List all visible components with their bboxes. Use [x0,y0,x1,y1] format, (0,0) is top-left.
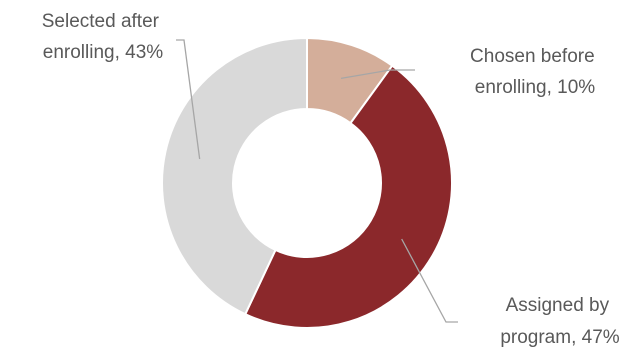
slices-group [161,36,453,329]
leader-line-chosen-before [340,69,415,80]
leader-line-assigned-by-program [401,238,458,323]
slice-selected-after [161,36,308,316]
label-assigned-by-program: Assigned by program, 47% [500,295,619,348]
leader-line-selected-after [176,39,201,160]
label-chosen-before: Chosen before enrolling, 10% [470,46,600,98]
slice-assigned-by-program [243,64,453,329]
leader-lines-group [176,39,458,323]
label-selected-after: Selected after enrolling, 43% [42,11,165,63]
